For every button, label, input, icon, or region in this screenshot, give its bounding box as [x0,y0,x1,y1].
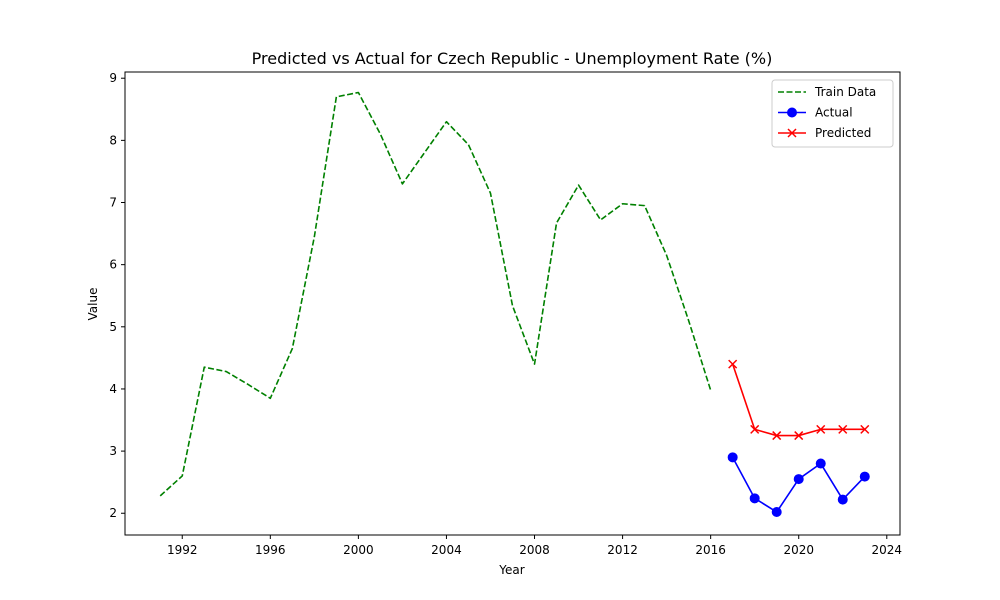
data-point-circle [793,474,804,485]
y-tick-label: 7 [109,196,117,210]
y-tick-label: 2 [109,506,117,520]
series-line-predicted [731,363,865,437]
legend-item-predicted: Predicted [778,126,871,140]
x-axis-title: Year [498,563,524,577]
x-tick-label: 2012 [607,543,638,557]
data-point-x [860,424,870,434]
x-axis: 1992 1996 2000 2004 2008 2012 2016 2020 2024 [167,535,902,557]
data-point-x [772,431,782,441]
y-tick-label: 4 [109,382,117,396]
y-axis: 2 3 4 5 6 7 8 9 [109,71,125,520]
data-point-x [794,431,804,441]
legend-label: Actual [815,106,853,120]
data-point-x [728,359,738,369]
data-point-circle [727,452,738,463]
data-point-circle [787,107,797,118]
x-tick-label: 2000 [343,543,374,557]
x-tick-label: 2008 [519,543,550,557]
x-tick-label: 1996 [255,543,286,557]
data-point-circle [815,458,826,469]
x-tick-label: 2016 [695,543,726,557]
data-point-x [787,128,797,138]
series-line-train-data [159,91,712,497]
data-point-circle [749,493,760,504]
legend-item-train-data: Train Data [778,85,876,99]
y-tick-label: 3 [109,444,117,458]
series-predicted [728,359,870,441]
data-point-x [838,424,848,434]
y-tick-label: 6 [109,258,117,272]
data-point-x [750,424,760,434]
series-actual [727,452,870,518]
data-point-circle [859,471,870,482]
legend-label: Train Data [814,85,876,99]
legend-box [771,79,894,148]
series-train-data [159,91,712,497]
y-tick-label: 9 [109,71,117,85]
y-axis-title: Value [86,288,100,321]
x-tick-label: 2004 [431,543,462,557]
plot-frame [124,71,901,536]
y-tick-label: 8 [109,133,117,147]
y-tick-label: 5 [109,320,117,334]
x-tick-label: 2020 [783,543,814,557]
data-point-circle [837,494,848,505]
data-point-x [816,424,826,434]
chart-title: Predicted vs Actual for Czech Republic -… [252,49,773,68]
data-point-circle [771,507,782,518]
x-tick-label: 2024 [872,543,903,557]
x-tick-label: 1992 [167,543,198,557]
legend-item-actual: Actual [778,106,853,120]
series-layer [159,91,870,518]
legend: Train Data Actual Predicted [771,79,894,148]
legend-label: Predicted [815,126,871,140]
